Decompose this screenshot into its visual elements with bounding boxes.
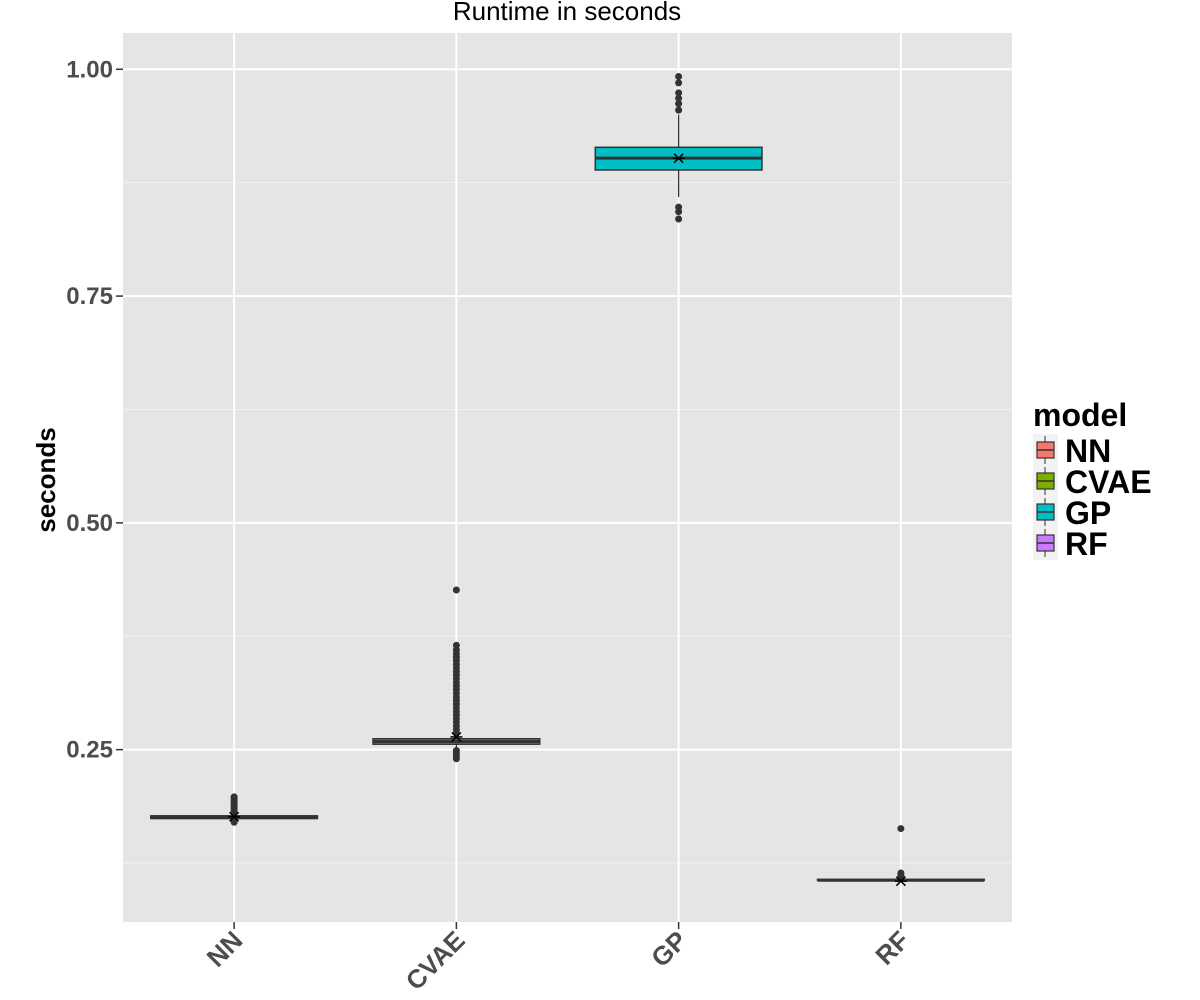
mean-marker — [894, 876, 907, 887]
mean-marker-d2 — [451, 731, 462, 742]
outlier-point — [675, 203, 683, 211]
outlier-point — [675, 106, 683, 114]
x-tick-label: CVAE — [400, 925, 471, 996]
box-cvae — [372, 586, 541, 763]
legend-key-rf — [1036, 529, 1055, 557]
outlier-point — [675, 79, 683, 87]
outlier-point — [230, 793, 238, 801]
x-tick-label: NN — [201, 925, 249, 973]
outlier-point — [230, 816, 238, 824]
chart-title: Runtime in seconds — [453, 0, 681, 26]
y-axis-label: seconds — [31, 427, 61, 533]
box-rf — [816, 825, 985, 887]
mean-marker — [450, 731, 463, 742]
y-tick-label: 1.00 — [66, 56, 113, 83]
outlier-point — [897, 869, 905, 877]
y-tick-label: 0.50 — [66, 510, 113, 537]
x-tick-label: GP — [645, 925, 693, 973]
outlier-point — [452, 641, 460, 649]
plot-panel — [123, 33, 1012, 922]
legend-title: model — [1033, 397, 1127, 433]
mean-marker — [672, 153, 685, 164]
box-nn — [150, 793, 319, 826]
mean-marker — [228, 811, 241, 822]
outlier-point — [452, 747, 460, 755]
outlier-point — [452, 586, 460, 594]
outlier-point — [675, 73, 683, 81]
outlier-point — [675, 94, 683, 102]
box-gp — [594, 73, 763, 223]
outlier-point — [897, 825, 905, 833]
legend-key-gp — [1036, 498, 1055, 526]
y-axis: 0.25 0.50 0.75 1.00 — [66, 56, 123, 764]
grid-minor — [123, 182, 1012, 864]
outlier-point — [675, 89, 683, 97]
mean-marker-d2 — [895, 876, 906, 887]
y-tick-label: 0.25 — [66, 737, 113, 764]
x-axis: NN CVAE GP RF — [201, 922, 915, 996]
boxes — [150, 73, 985, 887]
legend-label: RF — [1065, 526, 1108, 562]
x-tick-label: RF — [869, 925, 915, 971]
mean-marker-d2 — [229, 811, 240, 822]
y-tick-label: 0.75 — [66, 283, 113, 310]
mean-marker-d2 — [673, 153, 684, 164]
legend-key-cvae — [1036, 467, 1055, 495]
legend-label: GP — [1065, 495, 1111, 531]
legend-key-nn — [1036, 436, 1055, 464]
legend-label: CVAE — [1065, 464, 1152, 500]
outlier-point — [675, 100, 683, 108]
outlier-point — [675, 215, 683, 223]
legend-label: NN — [1065, 433, 1111, 469]
